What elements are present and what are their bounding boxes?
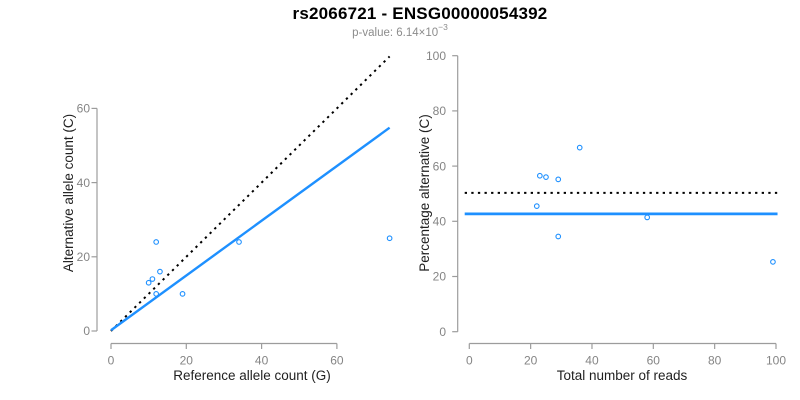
left-y-tick-label: 60 xyxy=(77,102,91,116)
right-x-tick-label: 0 xyxy=(466,354,473,368)
right-data-point xyxy=(543,174,549,180)
left-data-point xyxy=(153,239,160,245)
right-data-point xyxy=(644,214,651,221)
right-data-point xyxy=(770,259,776,265)
left-data-point xyxy=(236,239,242,245)
right-y-tick-label: 0 xyxy=(439,325,446,339)
left-data-point xyxy=(145,279,152,286)
right-x-tick-label: 100 xyxy=(766,354,786,368)
right-data-point xyxy=(555,233,562,240)
left-x-tick-label: 60 xyxy=(330,354,344,368)
left-data-point xyxy=(386,235,393,242)
p-value-exponent: −3 xyxy=(438,22,448,32)
right-x-tick-label: 20 xyxy=(524,354,538,368)
p-value-base: 10 xyxy=(425,26,439,39)
right-data-point xyxy=(576,144,583,151)
right-y-axis-title: Percentage alternative (C) xyxy=(417,114,432,272)
regression-line xyxy=(110,126,391,332)
left-data-point xyxy=(149,276,156,282)
p-value-subtitle: p-value: 6.14×10−3 xyxy=(0,22,800,39)
left-x-axis-title: Reference allele count (G) xyxy=(173,368,331,383)
left-data-point xyxy=(179,291,186,297)
right-data-point xyxy=(555,176,562,183)
left-data-point xyxy=(153,291,160,297)
left-y-tick-label: 20 xyxy=(77,250,91,264)
left-y-axis-title: Alternative allele count (C) xyxy=(61,114,76,272)
figure-title: rs2066721 - ENSG00000054392 xyxy=(292,4,548,23)
right-x-tick-label: 60 xyxy=(647,354,661,368)
right-y-tick-label: 100 xyxy=(426,49,446,63)
right-data-point xyxy=(536,172,543,179)
identity-line xyxy=(110,55,391,332)
right-y-tick-label: 60 xyxy=(433,159,447,173)
right-data-point xyxy=(533,203,540,209)
left-y-tick-label: 40 xyxy=(77,176,91,190)
right-y-tick-label: 40 xyxy=(433,215,447,229)
p-value-mantissa: 6.14 xyxy=(396,26,419,39)
times-symbol: × xyxy=(418,26,426,39)
right-x-tick-label: 40 xyxy=(585,354,599,368)
right-x-tick-label: 80 xyxy=(708,354,722,368)
right-x-axis-title: Total number of reads xyxy=(557,368,688,383)
left-data-point xyxy=(157,268,163,275)
left-y-tick-label: 0 xyxy=(83,324,90,338)
left-x-tick-label: 0 xyxy=(108,354,115,368)
p-value-label: p-value: xyxy=(352,26,397,39)
left-x-tick-label: 40 xyxy=(255,354,269,368)
right-y-tick-label: 20 xyxy=(433,270,447,284)
left-x-tick-label: 20 xyxy=(180,354,194,368)
right-y-tick-label: 80 xyxy=(433,104,447,118)
